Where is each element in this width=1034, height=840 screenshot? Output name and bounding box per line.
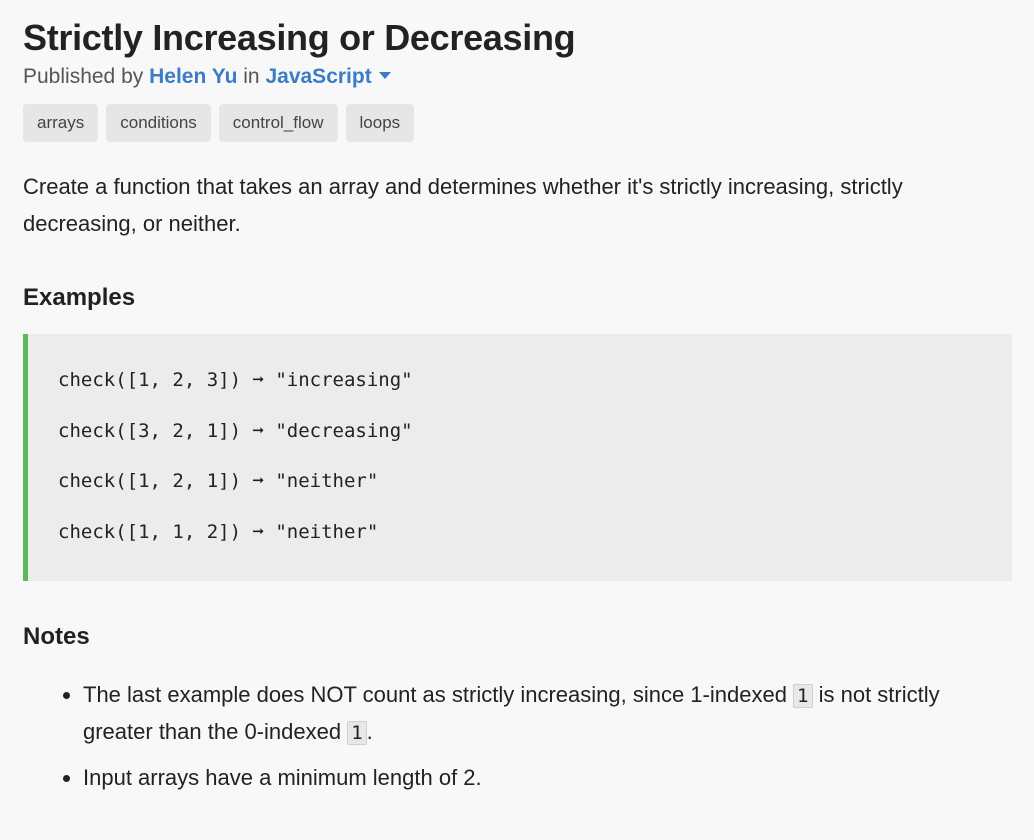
- note-text: The last example does NOT count as stric…: [83, 682, 794, 707]
- note-text: is not strictly greater than the 0-index…: [83, 682, 940, 744]
- example-line: check([1, 2, 3]) ➞ "increasing": [58, 369, 413, 391]
- inline-code: 1: [793, 684, 813, 708]
- published-by-label: Published by: [23, 65, 144, 88]
- challenge-page: Strictly Increasing or Decreasing Publis…: [0, 0, 1034, 796]
- tag-list: arrays conditions control_flow loops: [23, 104, 1012, 142]
- publish-meta: Published by Helen Yu in JavaScript: [23, 64, 1012, 90]
- page-title: Strictly Increasing or Decreasing: [23, 17, 576, 58]
- in-label: in: [243, 65, 260, 88]
- author-link[interactable]: Helen Yu: [149, 65, 238, 88]
- tag-conditions[interactable]: conditions: [106, 104, 211, 142]
- caret-down-icon: [378, 72, 391, 79]
- notes-list: The last example does NOT count as stric…: [23, 677, 1012, 796]
- tag-arrays[interactable]: arrays: [23, 104, 99, 142]
- note-item: The last example does NOT count as stric…: [83, 677, 1012, 751]
- example-line: check([3, 2, 1]) ➞ "decreasing": [58, 419, 413, 442]
- example-line: check([1, 1, 2]) ➞ "neither": [58, 520, 379, 543]
- note-text: .: [366, 719, 373, 744]
- notes-heading: Notes: [23, 623, 90, 650]
- language-dropdown[interactable]: JavaScript: [265, 65, 391, 88]
- language-label: JavaScript: [265, 65, 372, 88]
- inline-code: 1: [347, 721, 367, 745]
- examples-heading: Examples: [23, 284, 136, 311]
- tag-control-flow[interactable]: control_flow: [218, 104, 338, 142]
- tag-loops[interactable]: loops: [345, 104, 415, 142]
- example-line: check([1, 2, 1]) ➞ "neither": [58, 470, 379, 492]
- note-item: Input arrays have a minimum length of 2.: [83, 760, 1012, 796]
- challenge-description: Create a function that takes an array an…: [23, 174, 903, 236]
- examples-code-block: check([1, 2, 3]) ➞ "increasing" check([3…: [23, 334, 1012, 581]
